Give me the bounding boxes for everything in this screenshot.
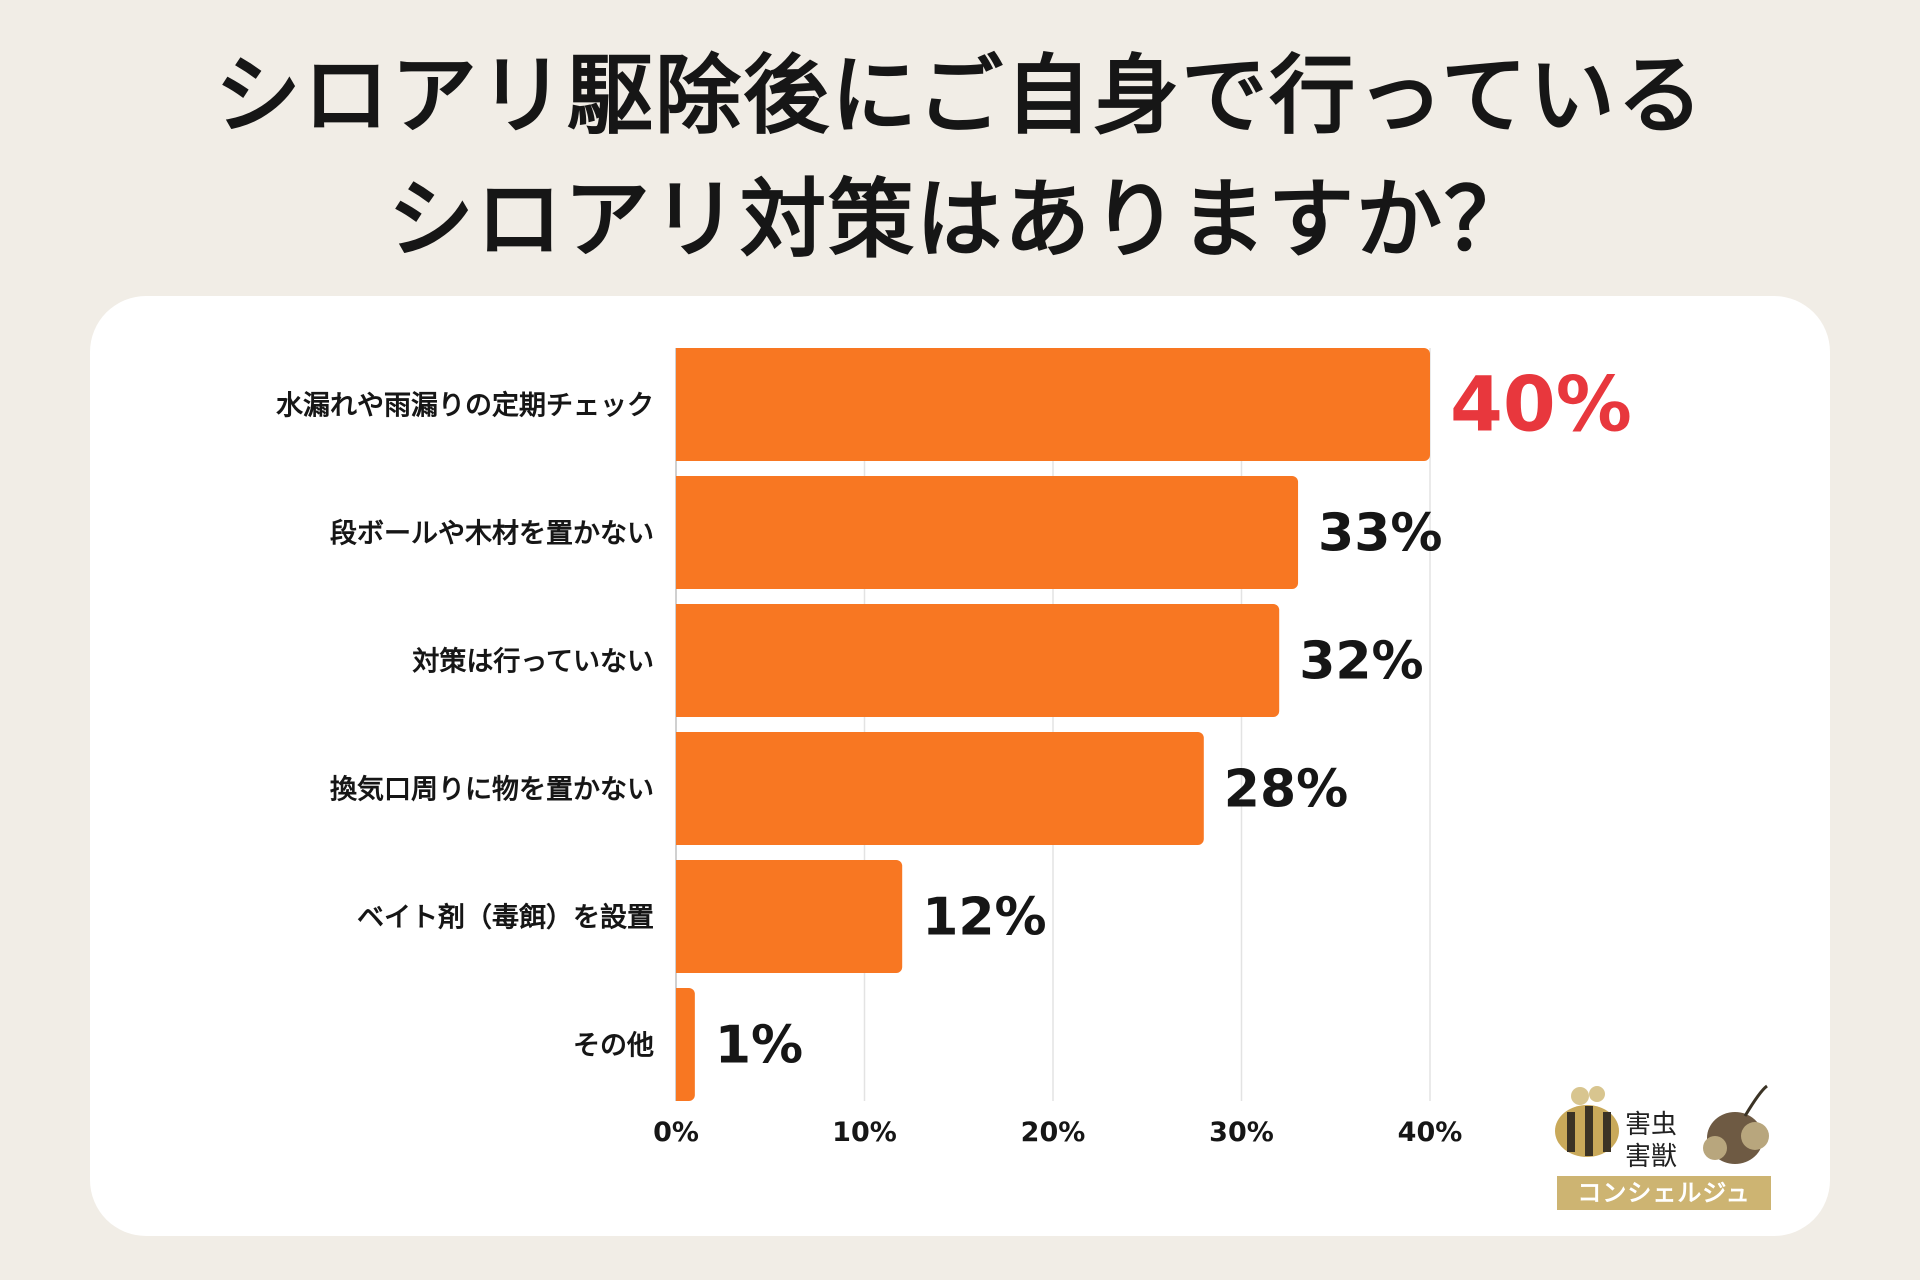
- bee-icon: [1555, 1086, 1619, 1157]
- bar-left-edge: [676, 988, 684, 1101]
- data-label: 28%: [1224, 760, 1348, 820]
- data-label: 1%: [715, 1016, 803, 1076]
- x-tick-label: 10%: [832, 1117, 897, 1148]
- category-label: その他: [573, 1031, 654, 1062]
- logo-text-2: 害獣: [1625, 1142, 1678, 1172]
- x-tick-label: 0%: [653, 1117, 699, 1148]
- data-label: 12%: [922, 888, 1046, 948]
- title-line-1: シロアリ駆除後にご自身で行っている: [215, 46, 1705, 146]
- bar: [676, 476, 1299, 589]
- bar-left-edge: [676, 476, 684, 589]
- data-label: 40%: [1450, 360, 1632, 449]
- logo-icons: [1555, 1084, 1769, 1164]
- bar-left-edge: [676, 348, 684, 461]
- category-label: ベイト剤（毒餌）を設置: [357, 902, 654, 934]
- title-line-2: シロアリ対策はありますか？: [388, 170, 1532, 270]
- category-label: 換気口周りに物を置かない: [330, 774, 654, 806]
- bar: [676, 604, 1280, 717]
- bar-left-edge: [676, 732, 684, 845]
- bar-chart: 0% 10% 20% 30% 40% 水漏れや雨漏りの定期チェック 40% 段ボールや木材を置…: [276, 348, 1632, 1148]
- bar-left-edge: [676, 604, 684, 717]
- bar: [676, 348, 1430, 461]
- category-label: 対策は行っていない: [412, 646, 654, 678]
- data-label: 33%: [1318, 504, 1442, 564]
- bar: [676, 732, 1204, 845]
- bar-left-edge: [676, 860, 684, 973]
- brand-logo: 害虫 害獣 コンシェルジュ: [1545, 1076, 1775, 1216]
- logo-text-1: 害虫: [1625, 1110, 1678, 1140]
- x-tick-label: 20%: [1021, 1117, 1086, 1148]
- mouse-icon: [1703, 1084, 1769, 1164]
- x-tick-label: 30%: [1209, 1117, 1274, 1148]
- category-label: 段ボールや木材を置かない: [330, 519, 654, 550]
- category-label: 水漏れや雨漏りの定期チェック: [276, 390, 654, 422]
- data-label: 32%: [1299, 632, 1423, 692]
- chart-card: 0% 10% 20% 30% 40% 水漏れや雨漏りの定期チェック 40% 段ボールや木材を置…: [90, 296, 1830, 1236]
- logo-band: コンシェルジュ: [1557, 1176, 1771, 1210]
- bar: [676, 860, 903, 973]
- x-tick-label: 40%: [1398, 1117, 1463, 1148]
